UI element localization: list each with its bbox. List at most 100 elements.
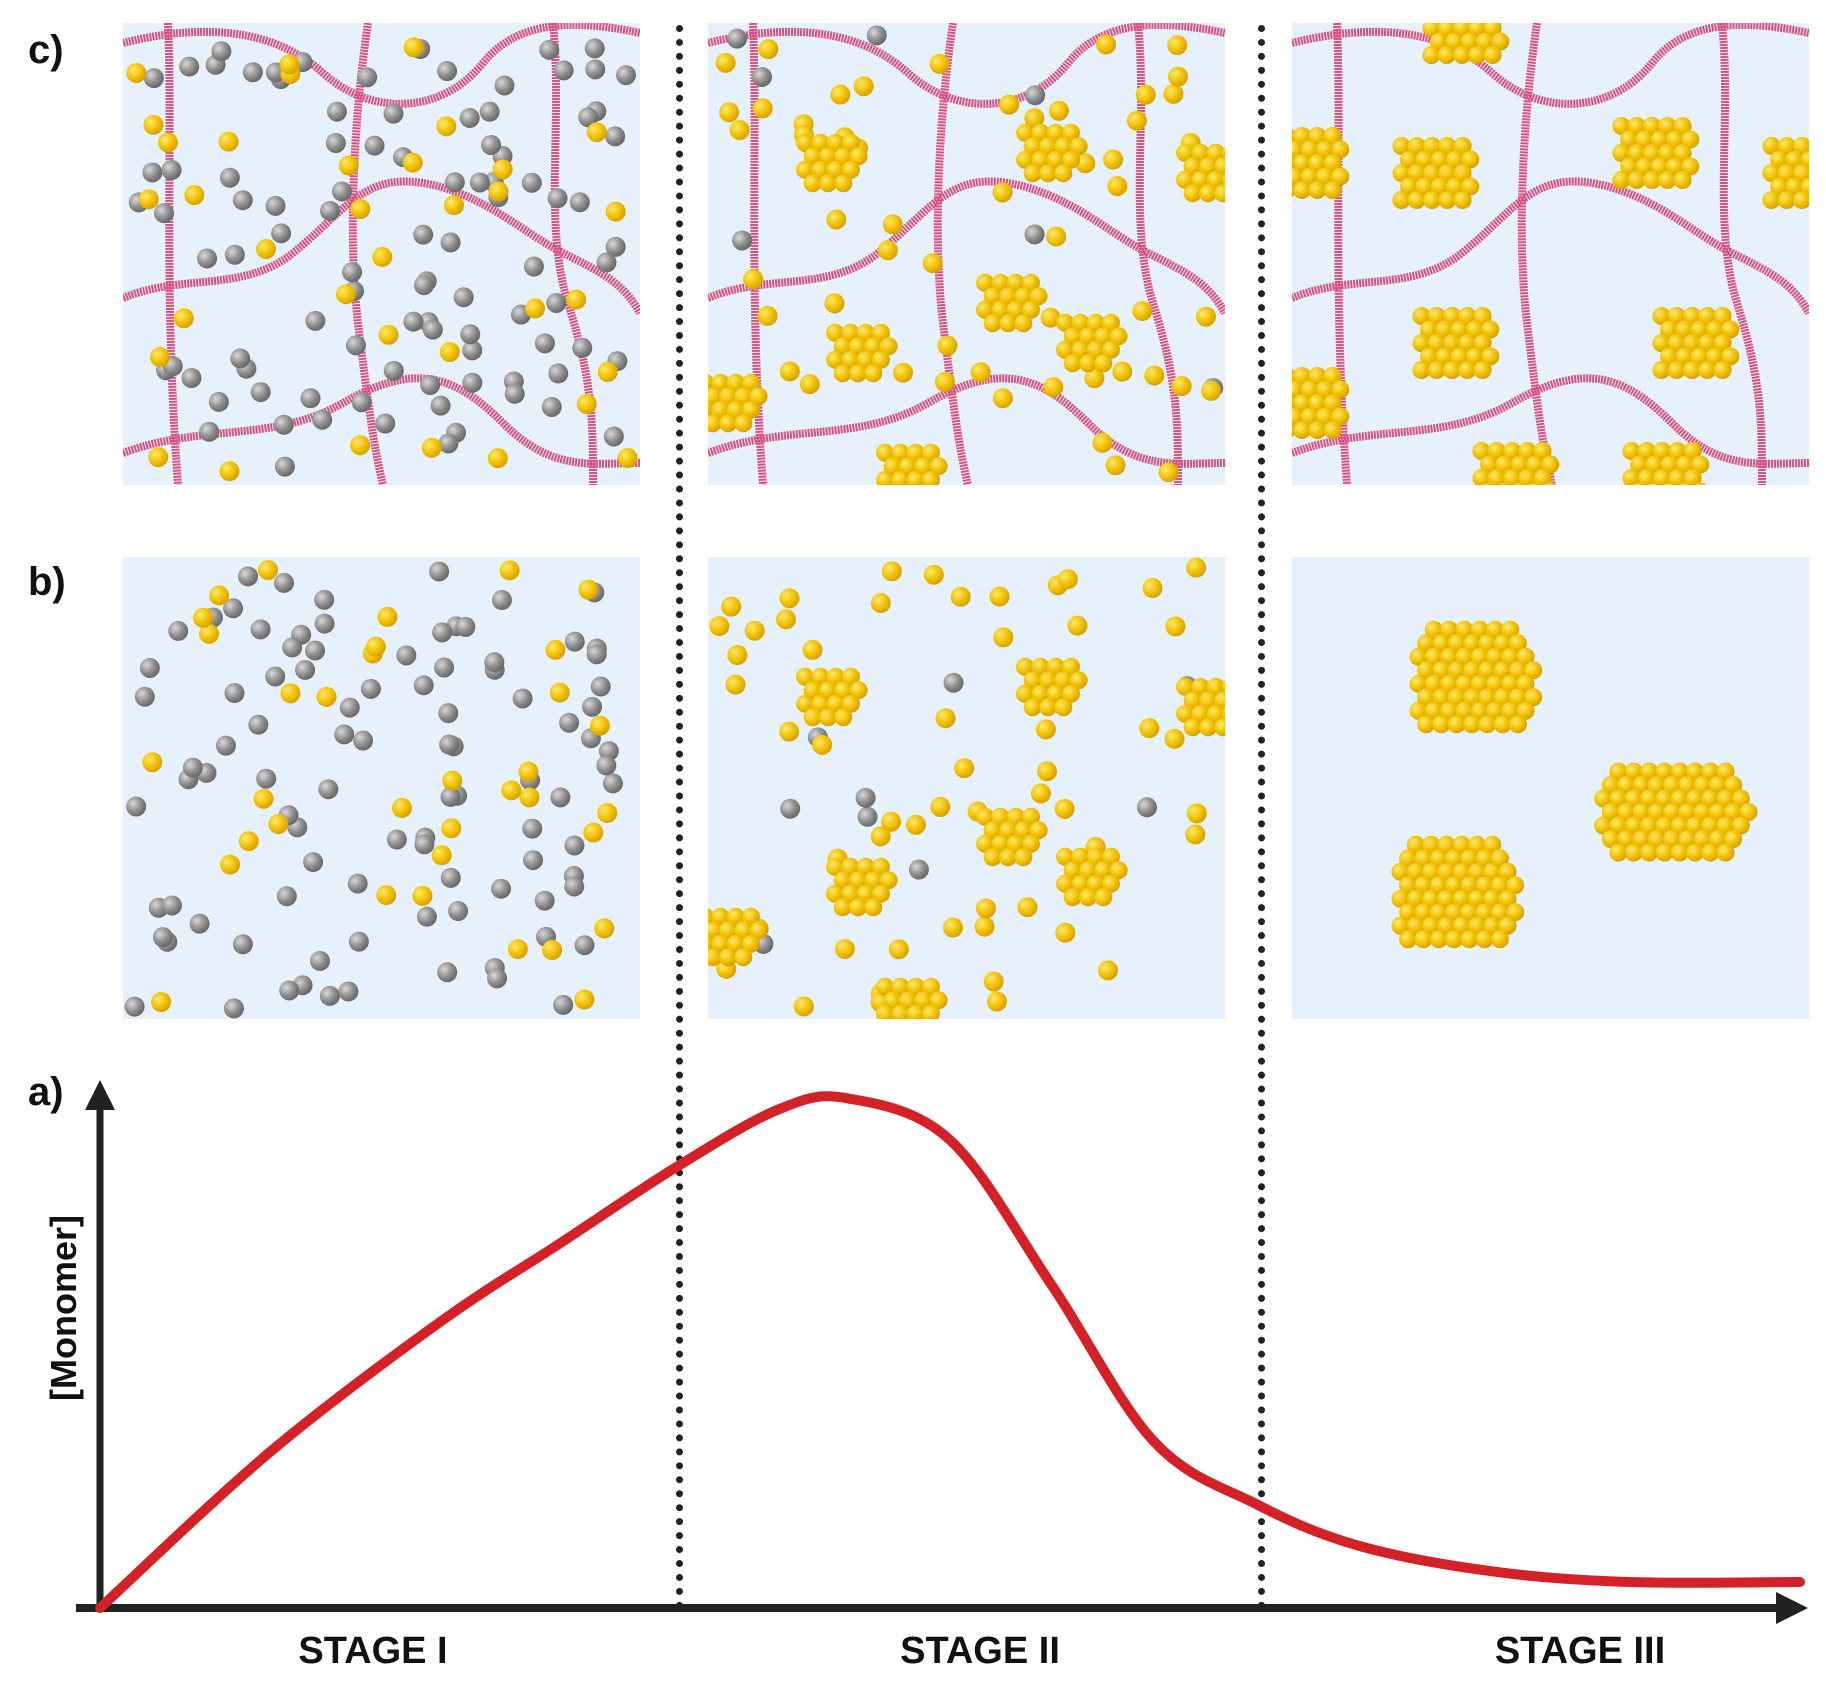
monomer-sphere	[582, 696, 603, 717]
cluster-sphere	[1420, 320, 1439, 339]
nucleus-sphere	[219, 461, 240, 482]
nucleus-sphere	[499, 560, 520, 581]
cluster-sphere	[1668, 442, 1687, 460]
cluster-sphere	[1490, 930, 1509, 949]
cluster-sphere	[1016, 684, 1035, 703]
cluster-sphere	[1683, 442, 1702, 460]
monomer-sphere	[487, 968, 508, 989]
cluster-sphere	[1670, 843, 1689, 862]
nucleus-sphere	[999, 94, 1020, 115]
cluster-sphere	[1463, 715, 1481, 734]
cluster-sphere	[1705, 347, 1724, 366]
cluster-sphere	[1609, 789, 1628, 808]
cluster-sphere	[1452, 862, 1471, 881]
cluster-sphere	[1463, 661, 1481, 680]
cluster-sphere	[876, 977, 895, 996]
cluster-sphere	[1412, 361, 1431, 379]
cluster-sphere	[819, 174, 837, 193]
cluster-sphere	[1063, 888, 1082, 907]
cluster-sphere	[1663, 776, 1681, 794]
cluster-sphere	[1443, 361, 1461, 379]
cluster-sphere	[1483, 862, 1502, 881]
cluster-sphere	[1506, 903, 1525, 922]
monomer-sphere	[416, 906, 437, 927]
monomer-sphere	[541, 396, 562, 417]
monomer-sphere	[256, 768, 277, 789]
cluster-sphere	[1046, 150, 1065, 169]
monomer-sphere	[504, 383, 525, 404]
nucleus-sphere	[1195, 306, 1216, 327]
cluster-sphere	[1031, 150, 1050, 169]
cluster-sphere	[1437, 889, 1456, 908]
cluster-sphere	[1739, 803, 1758, 821]
cluster-sphere	[1432, 688, 1451, 707]
nucleus-sphere	[1040, 307, 1061, 328]
cluster-sphere	[1698, 334, 1717, 352]
cluster-sphere	[1315, 380, 1334, 399]
cluster-sphere	[871, 884, 890, 903]
monomer-sphere	[522, 818, 543, 839]
nucleus-sphere	[934, 371, 955, 392]
monomer-sphere	[242, 62, 263, 83]
cluster-sphere	[1685, 762, 1704, 781]
nucleus-sphere	[617, 447, 638, 468]
cluster-sphere	[1071, 847, 1090, 866]
cluster-sphere	[1470, 620, 1489, 639]
cluster-sphere	[1414, 903, 1433, 922]
cluster-sphere	[1713, 334, 1732, 352]
cluster-sphere	[1292, 407, 1304, 426]
monomer-sphere	[357, 67, 378, 88]
nucleus-sphere	[993, 627, 1014, 648]
cluster-sphere	[1445, 849, 1463, 868]
cluster-sphere	[1452, 916, 1471, 935]
cluster-sphere	[1407, 137, 1426, 155]
cluster-sphere	[1493, 688, 1512, 707]
nucleus-sphere	[507, 939, 528, 960]
nucleus-sphere	[1057, 569, 1078, 590]
cluster-sphere	[1453, 137, 1472, 155]
cluster-sphere	[904, 1018, 912, 1019]
monomer-sphere	[491, 590, 512, 611]
cluster-sphere	[1323, 127, 1342, 145]
cluster-sphere	[1637, 469, 1656, 485]
nucleus-sphere	[372, 246, 393, 267]
nucleus-sphere	[709, 616, 730, 637]
cluster-sphere	[1308, 154, 1327, 172]
monomer-sphere	[265, 666, 286, 687]
cluster-sphere	[1021, 834, 1040, 853]
cluster-sphere	[1101, 313, 1120, 332]
monomer-sphere	[168, 620, 189, 641]
cluster-sphere	[1400, 150, 1419, 169]
nucleus-sphere	[431, 845, 452, 866]
cluster-sphere	[1594, 816, 1613, 835]
nucleus-sphere	[1165, 616, 1186, 637]
panel-c-stage-1	[123, 23, 640, 485]
cluster-sphere	[1503, 442, 1521, 460]
monomer-sphere	[413, 675, 434, 696]
cluster-sphere	[1478, 661, 1497, 680]
nucleus-sphere	[743, 269, 764, 290]
monomer-sphere	[494, 75, 515, 96]
cluster-sphere	[1524, 688, 1543, 707]
nucleus-sphere	[519, 787, 540, 808]
nucleus-sphere	[501, 780, 522, 801]
nucleus-sphere	[1201, 380, 1222, 401]
cluster-sphere	[1483, 916, 1502, 935]
cluster-sphere	[1724, 830, 1743, 848]
cluster-sphere	[1501, 620, 1520, 639]
cluster-sphere	[1094, 888, 1113, 907]
nucleus-sphere	[583, 822, 604, 843]
nucleus-sphere	[443, 195, 464, 216]
cluster-sphere	[1467, 916, 1486, 935]
cluster-sphere	[1429, 849, 1448, 868]
cluster-sphere	[1475, 849, 1494, 868]
cluster-sphere	[1667, 307, 1686, 325]
cluster-sphere	[1447, 661, 1466, 680]
cluster-sphere	[1323, 394, 1342, 412]
nucleus-sphere	[1168, 66, 1189, 87]
cluster-sphere	[1407, 191, 1426, 209]
monomer-sphere	[448, 900, 469, 921]
cluster-sphere	[1467, 835, 1486, 854]
nucleus-sphere	[1035, 719, 1056, 740]
monomer-sphere	[248, 714, 269, 735]
